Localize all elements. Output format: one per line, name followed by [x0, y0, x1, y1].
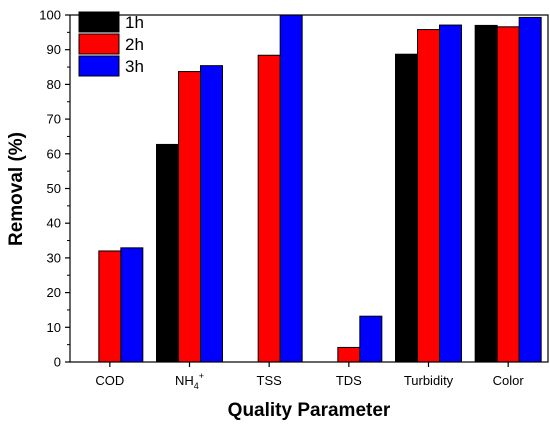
legend-swatch-3h	[78, 55, 120, 77]
bar-2h-2	[257, 54, 281, 363]
bar-2h-1	[178, 71, 201, 363]
bar-1h-4	[395, 53, 418, 363]
y-tick-label: 70	[47, 112, 61, 127]
bar-3h-4	[439, 24, 462, 363]
y-tick-label: 60	[47, 146, 61, 161]
bar-1h-5	[474, 24, 498, 363]
bar-3h-1	[200, 65, 223, 363]
x-tick-label: TDS	[336, 373, 362, 388]
x-tick-label: NH4+	[175, 371, 204, 391]
x-tick-label: Turbidity	[404, 373, 454, 388]
y-axis-title: Removal (%)	[6, 132, 27, 246]
bar-2h-3	[337, 346, 361, 363]
x-tick-label: COD	[95, 373, 124, 388]
bar-1h-1	[156, 143, 179, 363]
y-tick-label: 80	[47, 77, 61, 92]
bar-2h-4	[417, 29, 440, 363]
x-tick-label: TSS	[257, 373, 283, 388]
y-tick-label: 0	[54, 355, 61, 370]
x-tick-label: Color	[493, 373, 525, 388]
bar-2h-5	[496, 26, 520, 363]
x-axis-title: Quality Parameter	[228, 400, 391, 421]
y-tick-label: 10	[47, 320, 61, 335]
legend-swatch-2h	[78, 33, 120, 55]
y-tick-label: 90	[47, 42, 61, 57]
bar-3h-5	[518, 16, 542, 363]
legend-label-1h: 1h	[125, 13, 144, 32]
legend-label-2h: 2h	[125, 35, 144, 54]
bar-3h-0	[120, 247, 144, 363]
legend-label-3h: 3h	[125, 57, 144, 76]
y-tick-label: 40	[47, 216, 61, 231]
bar-2h-0	[98, 250, 122, 363]
y-tick-label: 50	[47, 181, 61, 196]
bar-3h-3	[359, 315, 383, 363]
legend-swatch-1h	[78, 11, 120, 33]
legend: 1h 2h 3h	[78, 11, 144, 77]
y-tick-label: 30	[47, 250, 61, 265]
y-tick-label: 100	[39, 8, 61, 23]
bar-3h-2	[279, 14, 303, 363]
y-tick-label: 20	[47, 285, 61, 300]
bars-layer	[98, 14, 542, 363]
axes-layer: 0 10 20 30 40 50 60 70 80 90 100 COD NH4+ TSS TDS Turbi…	[39, 8, 549, 391]
